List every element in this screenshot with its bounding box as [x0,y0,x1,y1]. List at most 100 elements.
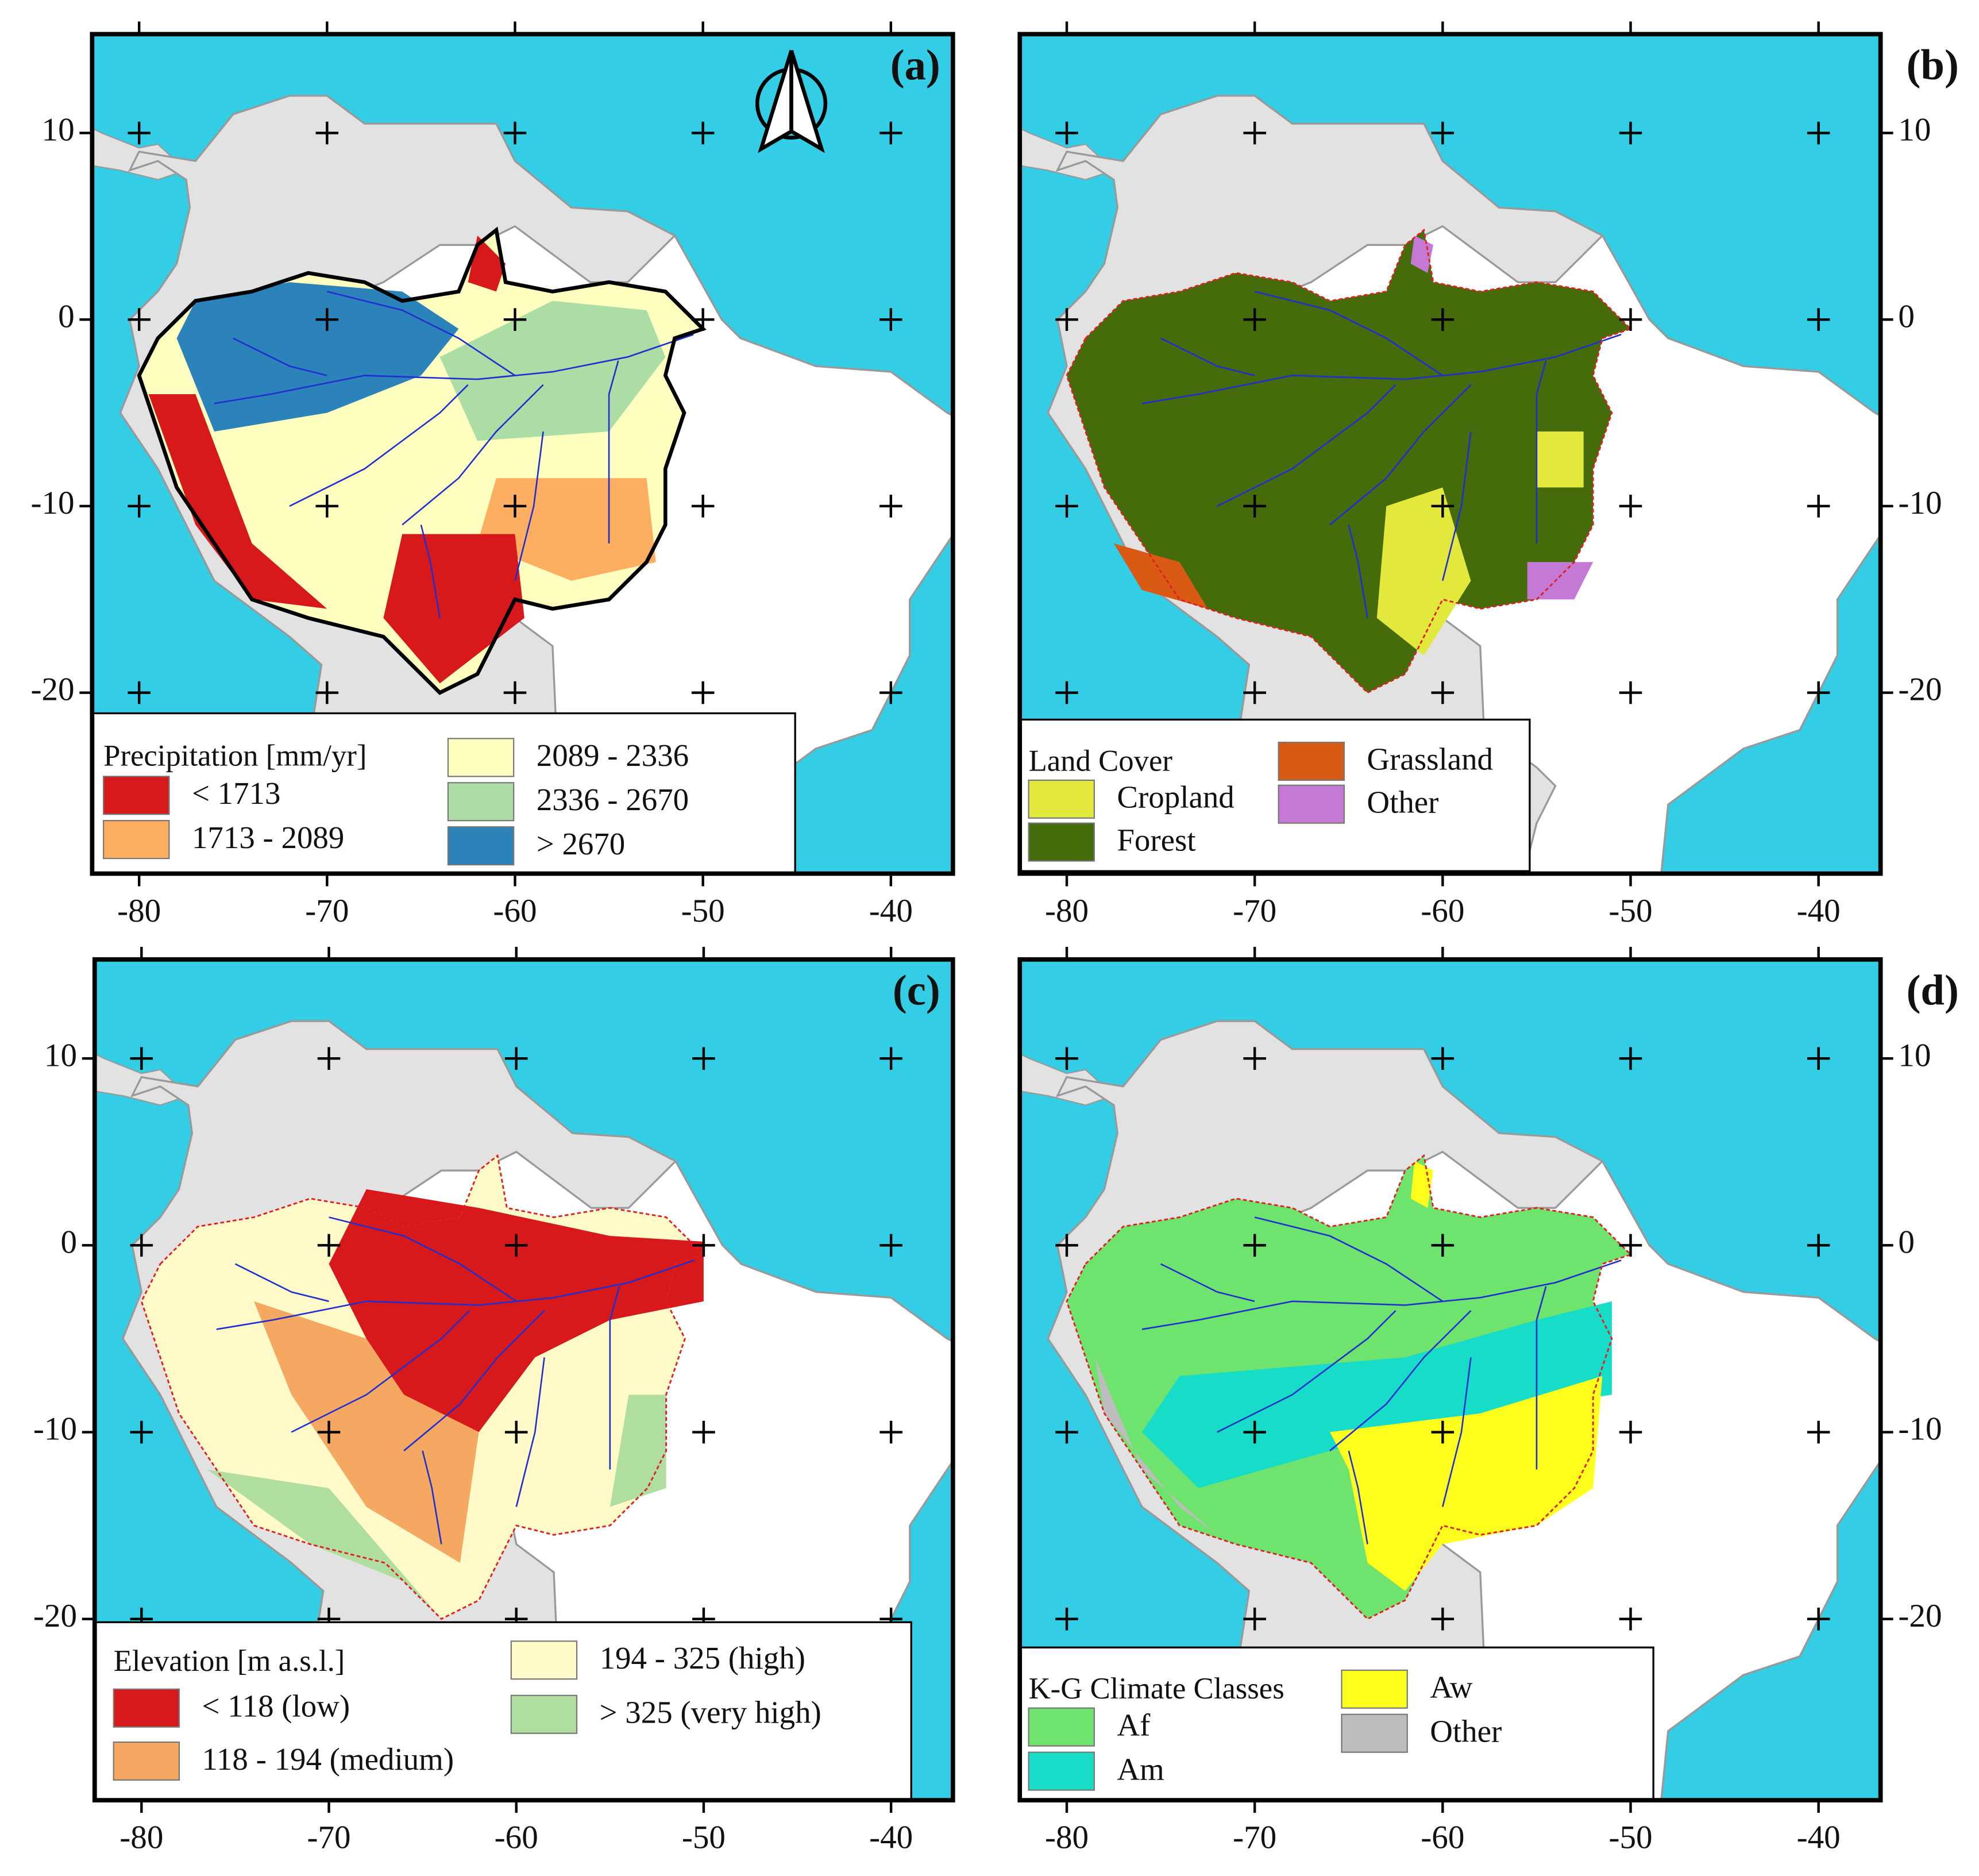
panel-label: (c) [893,967,940,1015]
grid-cross [1807,1234,1830,1257]
y-tick-label: 10 [42,112,75,148]
river [403,1310,545,1451]
legend-label: 118 - 194 (medium) [202,1742,454,1777]
legend-label: Af [1117,1707,1151,1742]
y-tick-label: 10 [1898,1037,1931,1073]
grid-cross [504,1047,528,1070]
river [1441,1357,1472,1507]
panel-frame [92,957,955,1802]
legend-swatch [1028,1751,1095,1791]
grid-cross [315,681,339,704]
legend-swatch [1341,1713,1408,1753]
panel-label: (d) [1907,967,1959,1015]
y-tick-label: -20 [1898,1598,1942,1634]
x-tick-label: -60 [1421,1820,1464,1856]
grid-cross [1431,1234,1455,1257]
grid-cross [1243,1234,1266,1257]
river [1536,360,1547,544]
grid-cross [1619,1420,1642,1444]
grid-cross [504,1234,528,1257]
grid-cross [1431,495,1455,518]
grid-cross [1243,681,1266,704]
legend-label: 1713 - 2089 [192,820,344,855]
river [289,384,469,507]
x-tick-label: -70 [305,893,349,929]
river [1536,1286,1547,1470]
legend-label: < 118 (low) [202,1689,350,1724]
legend-label: < 1713 [192,776,281,811]
legend-swatch [1278,784,1345,824]
river [514,431,544,581]
y-tick-label: -10 [1898,485,1942,521]
grid-cross [879,1234,902,1257]
river [608,360,619,544]
river [1217,384,1397,507]
grid-cross [1619,1607,1642,1631]
grid-cross [1619,121,1642,145]
river [1348,1450,1368,1544]
river [1217,1310,1397,1433]
grid-cross [879,495,902,518]
grid-cross [128,121,151,145]
basin-outline [137,226,707,695]
y-tick-label: -20 [33,1598,77,1634]
grid-cross [1243,308,1266,331]
legend-swatch [1028,822,1095,862]
grid-cross [1431,121,1455,145]
x-tick-label: -50 [1608,1820,1652,1856]
grid-cross [503,308,527,331]
panel-label: (b) [1907,41,1959,89]
legend-swatch [103,820,170,860]
class-region [1141,1301,1612,1488]
legend-swatch [1028,1707,1095,1747]
grid-cross [128,308,151,331]
grid-cross [503,495,527,518]
legend-box [1019,718,1531,872]
class-region [329,1189,704,1432]
x-tick-label: -80 [117,893,161,929]
grid-cross [1807,681,1830,704]
grid-cross [879,308,902,331]
grid-cross [691,495,715,518]
class-region [1376,487,1471,656]
river [1141,333,1622,405]
x-tick-label: -60 [493,893,537,929]
river [326,291,516,376]
river [1329,1310,1472,1451]
river [1348,525,1368,618]
grid-cross [1243,1607,1266,1631]
x-tick-label: -50 [682,1820,726,1856]
legend-label: Other [1367,784,1438,819]
basin-outline [1066,228,1633,694]
y-tick-label: 10 [1898,112,1931,148]
legend-label: Am [1117,1751,1164,1786]
grid-cross [1807,121,1830,145]
grid-cross [879,1420,902,1444]
grid-cross [315,495,339,518]
legend-label: Forest [1117,822,1195,857]
grid-cross [1807,1420,1830,1444]
panel-frame [90,32,955,876]
legend-box [94,1621,912,1801]
grid-cross [691,308,715,331]
legend-swatch [1028,779,1095,819]
class-region [1113,543,1208,609]
grid-cross [128,681,151,704]
legend-swatch [103,776,170,815]
x-tick-label: -40 [869,893,913,929]
legend-swatch [510,1640,578,1680]
river [1141,1259,1622,1330]
basin-fill [1066,230,1631,693]
legend-label: > 2670 [537,826,626,861]
x-tick-label: -40 [869,1820,913,1856]
grid-cross [879,121,902,145]
river [420,525,441,618]
x-tick-label: -70 [307,1820,350,1856]
y-tick-label: 0 [1898,1224,1915,1260]
grid-cross [1619,495,1642,518]
grid-cross [1243,1420,1266,1444]
class-region [254,1301,479,1563]
x-tick-label: -50 [1608,893,1652,929]
